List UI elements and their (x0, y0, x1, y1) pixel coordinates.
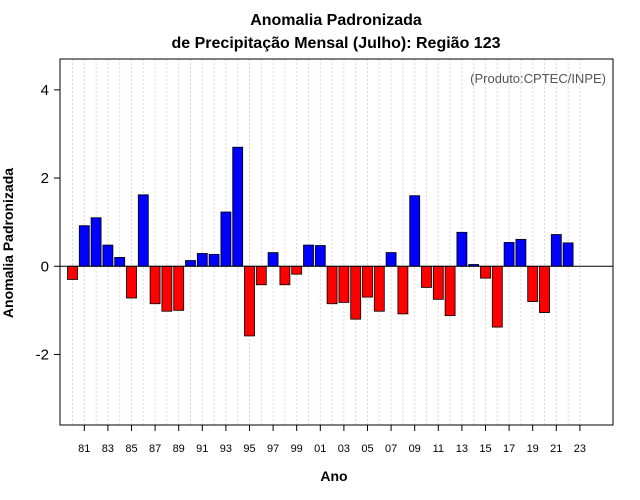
x-tick-label: 15 (479, 443, 491, 455)
bar-22 (562, 242, 574, 267)
bar-15 (480, 265, 491, 279)
bar-84 (114, 257, 126, 267)
x-tick-label: 89 (173, 443, 185, 455)
bar-07 (385, 252, 397, 267)
bar-91 (196, 253, 208, 267)
x-tick-label: 87 (149, 443, 161, 455)
bar-00 (303, 244, 314, 267)
bar-05 (362, 265, 373, 298)
bar-95 (244, 265, 255, 337)
bar-87 (149, 265, 161, 305)
x-axis: 81 83 85 87 89 91 93 95 97 99 01 03 05 07 09 11 13 15 17 19… (78, 425, 586, 455)
y-tick-label: 2 (41, 170, 49, 187)
y-axis-label: Anomalia Padronizada (0, 168, 16, 318)
bar-88 (161, 265, 173, 312)
x-tick-label: 09 (409, 443, 421, 455)
bar-08 (397, 265, 409, 315)
bar-97 (267, 252, 279, 267)
bar-92 (208, 253, 220, 267)
bar-19 (527, 265, 539, 302)
x-tick-label: 19 (527, 443, 539, 455)
x-tick-label: 81 (78, 443, 90, 455)
bar-85 (126, 265, 137, 299)
x-tick-label: 05 (361, 443, 373, 455)
bar-80 (67, 265, 78, 280)
bar-94 (232, 146, 244, 267)
x-tick-label: 11 (433, 443, 444, 455)
chart-title-line1: Anomalia Padronizada (250, 12, 422, 29)
x-tick-label: 83 (102, 443, 114, 455)
bar-21 (550, 234, 562, 267)
grid-lines (72, 59, 581, 425)
y-tick-label: -2 (36, 346, 49, 363)
bar-83 (102, 244, 114, 267)
bar-96 (255, 265, 267, 286)
y-tick-label: 4 (41, 82, 49, 99)
bar-98 (279, 265, 291, 286)
bar-18 (515, 238, 527, 267)
bar-86 (137, 194, 149, 267)
bar-93 (220, 211, 232, 267)
x-tick-label: 23 (574, 443, 586, 455)
x-tick-label: 95 (243, 443, 255, 455)
bar-04 (350, 265, 362, 320)
bar-81 (78, 225, 90, 267)
bar-10 (421, 265, 432, 288)
x-tick-label: 99 (291, 443, 303, 455)
x-tick-label: 07 (385, 443, 397, 455)
x-tick-label: 17 (503, 443, 515, 455)
x-tick-label: 93 (220, 443, 232, 455)
x-tick-label: 03 (338, 443, 350, 455)
bar-17 (503, 242, 515, 267)
bar-16 (491, 265, 503, 328)
y-axis: -2 0 2 4 (36, 82, 60, 363)
bar-02 (326, 265, 338, 305)
bars (67, 146, 574, 337)
bar-89 (173, 265, 185, 311)
x-tick-label: 21 (550, 443, 562, 455)
bar-99 (291, 265, 303, 275)
x-tick-label: 01 (314, 443, 326, 455)
x-tick-label: 13 (456, 443, 468, 455)
bar-82 (90, 217, 102, 267)
chart-title-line2: de Precipitação Mensal (Julho): Região 1… (172, 35, 501, 52)
bar-90 (185, 260, 196, 267)
x-tick-label: 97 (267, 443, 279, 455)
x-tick-label: 85 (125, 443, 137, 455)
bar-11 (432, 265, 444, 300)
plot-frame (59, 58, 614, 426)
bar-03 (338, 265, 350, 303)
y-tick-label: 0 (41, 258, 49, 275)
bar-13 (456, 231, 468, 267)
credit-label: (Produto:CPTEC/INPE) (470, 71, 606, 86)
x-tick-label: 91 (196, 443, 208, 455)
bar-20 (539, 265, 550, 313)
bar-12 (444, 265, 456, 317)
bar-09 (409, 195, 421, 267)
bar-06 (373, 265, 385, 312)
x-axis-label: Ano (320, 468, 347, 484)
bar-01 (314, 245, 326, 267)
